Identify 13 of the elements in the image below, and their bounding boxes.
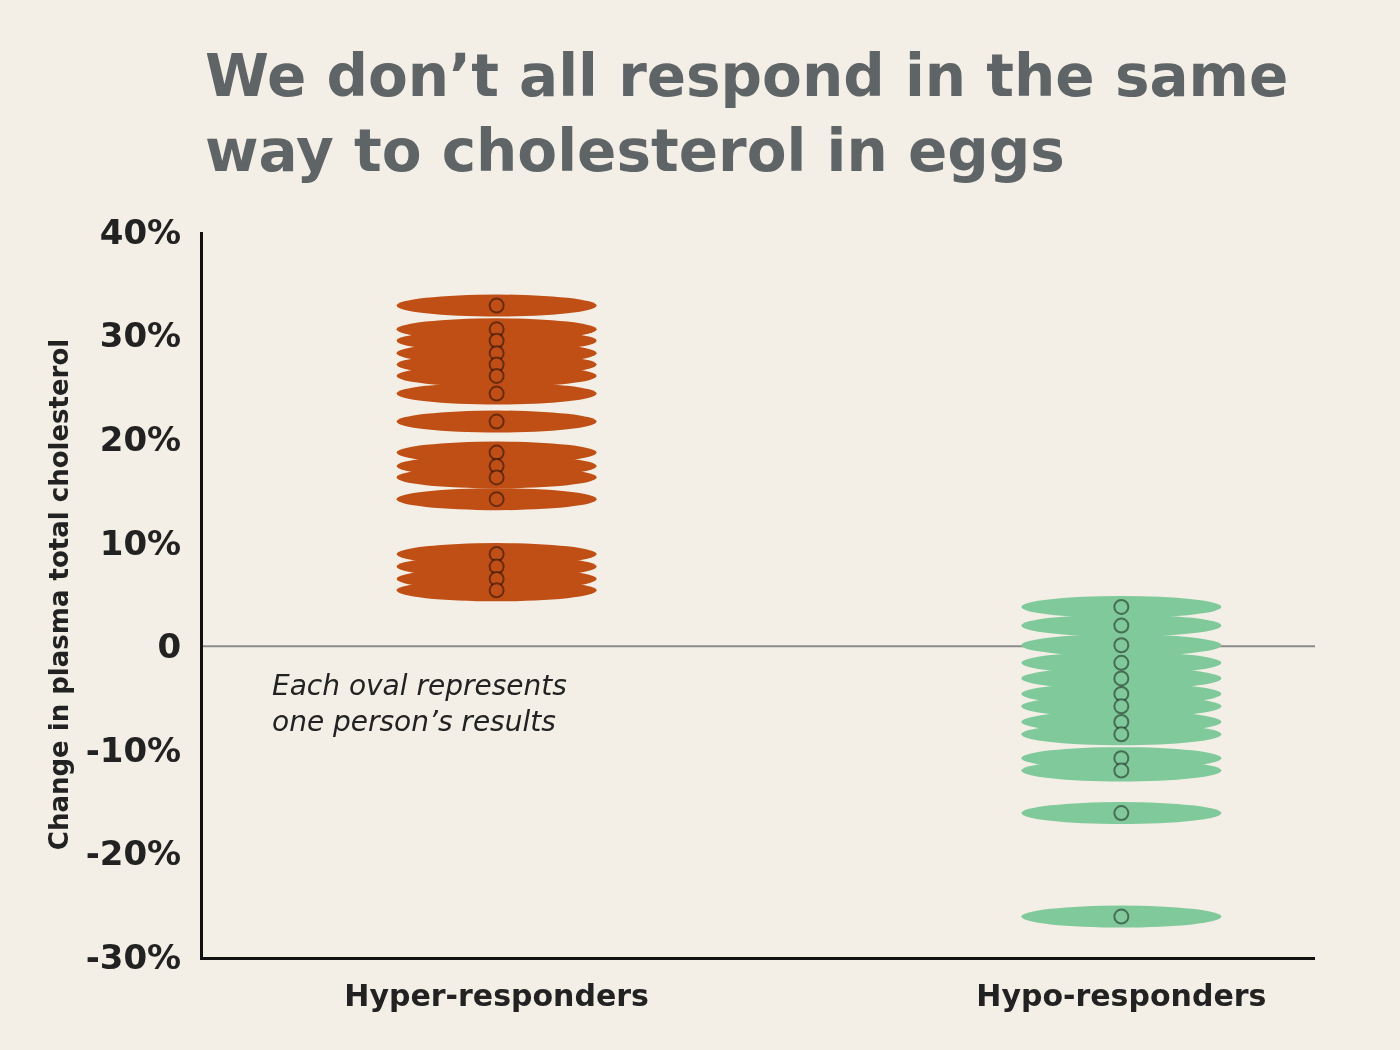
y-tick-label: 0	[157, 626, 182, 667]
y-tick-label: -20%	[85, 833, 182, 874]
annotation: Each oval represents one person’s results	[272, 669, 567, 739]
y-tick-label: 40%	[99, 211, 182, 252]
y-tick-label: 20%	[99, 419, 182, 460]
x-tick-label: Hyper-responders	[344, 978, 649, 1013]
chart-title: We don’t all respond in the same way to cholesterol in eggs	[205, 42, 1289, 186]
y-tick-label: -10%	[85, 729, 182, 770]
y-axis-title: Change in plasma total cholesterol	[44, 338, 75, 851]
x-tick-label: Hypo-responders	[976, 978, 1267, 1013]
y-tick-label: 10%	[99, 522, 182, 563]
y-tick-label: 30%	[99, 315, 182, 356]
y-tick-label: -30%	[85, 936, 182, 977]
